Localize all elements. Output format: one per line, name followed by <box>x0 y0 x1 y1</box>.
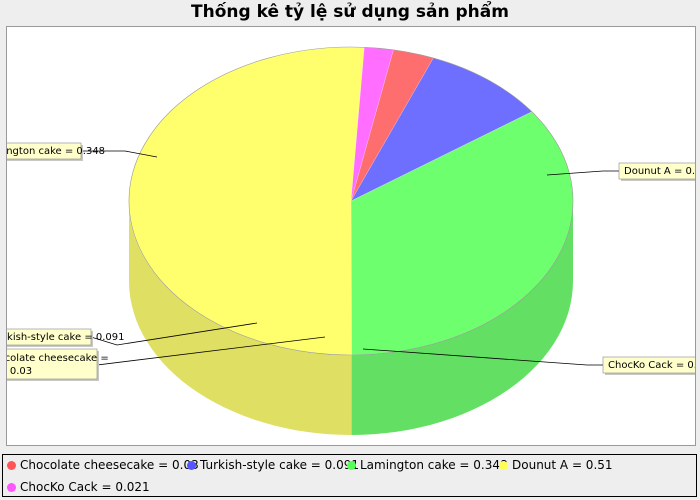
label-box-3 <box>618 162 695 180</box>
label-connector-2 <box>81 150 158 158</box>
pie-side-3 <box>129 201 352 435</box>
label-connector-4 <box>362 348 603 366</box>
data-label-0: Chocolate cheesecake =0.03 <box>7 353 109 377</box>
label-box-2 <box>7 142 82 160</box>
label-box-0 <box>7 348 98 380</box>
plot-area: Chocolate cheesecake =0.03 Turkish-style … <box>6 26 696 446</box>
label-box-1 <box>7 328 92 346</box>
legend-swatch-1 <box>187 461 196 470</box>
legend-item-4: ChocKo Cack = 0.021 <box>7 480 150 494</box>
legend-item-2: Lamington cake = 0.348 <box>347 458 508 472</box>
legend-label-3: Dounut A = 0.51 <box>512 458 613 472</box>
legend: Chocolate cheesecake = 0.03 Turkish-style… <box>2 454 697 497</box>
label-connector-3 <box>546 170 619 176</box>
data-label-4: ChocKo Cack = 0.021 <box>608 360 695 371</box>
legend-item-1: Turkish-style cake = 0.091 <box>187 458 359 472</box>
data-label-3: Dounut A = 0.51 <box>624 166 695 177</box>
chart-title: Thống kê tỷ lệ sử dụng sản phẩm <box>191 2 509 22</box>
legend-swatch-4 <box>7 483 16 492</box>
pie-chart: Chocolate cheesecake =0.03 Turkish-style … <box>7 46 695 435</box>
data-label-1: Turkish-style cake = 0.091 <box>7 332 125 343</box>
data-label-2: Lamington cake = 0.348 <box>7 146 105 157</box>
pie-side-2 <box>351 201 573 435</box>
label-box-4 <box>602 356 695 374</box>
legend-label-1: Turkish-style cake = 0.091 <box>200 458 359 472</box>
legend-swatch-0 <box>7 461 16 470</box>
legend-label-4: ChocKo Cack = 0.021 <box>20 480 150 494</box>
legend-item-3: Dounut A = 0.51 <box>499 458 613 472</box>
legend-swatch-3 <box>499 461 508 470</box>
legend-item-0: Chocolate cheesecake = 0.03 <box>7 458 199 472</box>
legend-swatch-2 <box>347 461 356 470</box>
legend-label-0: Chocolate cheesecake = 0.03 <box>20 458 199 472</box>
label-connector-1 <box>90 322 258 346</box>
legend-label-2: Lamington cake = 0.348 <box>360 458 508 472</box>
pie-top-outline <box>128 46 574 356</box>
